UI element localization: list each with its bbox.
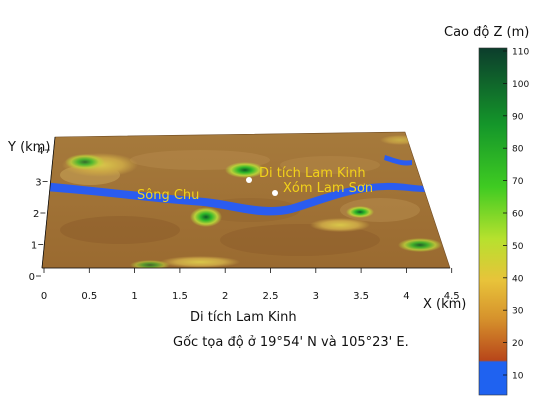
- caption-origin: Gốc tọa độ ở 19°54' N và 105°23' E.: [173, 335, 409, 350]
- y-axis-label: Y (km): [7, 140, 50, 155]
- x-tick-label: 0: [41, 291, 47, 302]
- colorbar-tick-label: 100: [512, 80, 529, 90]
- x-tick-label: 2.5: [263, 291, 279, 302]
- x-tick-label: 2: [222, 291, 228, 302]
- colorbar-tick-label: 80: [512, 145, 524, 155]
- x-tick-label: 4.5: [444, 291, 460, 302]
- x-tick-label: 3: [313, 291, 319, 302]
- colorbar-tick-label: 60: [512, 210, 524, 220]
- x-tick-label: 1.5: [172, 291, 188, 302]
- y-tick-label: 4: [37, 146, 43, 157]
- y-tick-label: 1: [31, 241, 37, 252]
- x-tick-label: 1: [131, 291, 137, 302]
- y-tick-label: 2: [33, 209, 39, 220]
- y-axis-ticks: 0 1 2 3 4: [29, 146, 50, 283]
- colorbar-tick-label: 90: [512, 112, 524, 122]
- colorbar-title: Cao độ Z (m): [444, 25, 529, 40]
- colorbar-tick-label: 70: [512, 177, 524, 187]
- y-tick-label: 0: [29, 272, 35, 283]
- colorbar-tick-label: 40: [512, 274, 524, 284]
- colorbar-tick-label: 20: [512, 339, 524, 349]
- colorbar-scale: [478, 47, 508, 396]
- x-axis-ticks: 0 0.5 1 1.5 2 2.5 3 3.5 4 4.5: [41, 268, 460, 302]
- x-tick-label: 4: [403, 291, 409, 302]
- colorbar-tick-label: 30: [512, 307, 524, 317]
- village-marker: [272, 190, 278, 196]
- river: [42, 182, 440, 216]
- x-tick-label: 3.5: [353, 291, 369, 302]
- label-site: Di tích Lam Kinh: [259, 166, 366, 181]
- axes: [41, 136, 450, 269]
- colorbar-tick-label: 50: [512, 242, 524, 252]
- colorbar-tick-label: 10: [512, 372, 524, 382]
- colorbar: Cao độ Z (m) 10 20 30 40 50 60 70 80 90 100 110: [444, 25, 529, 396]
- colorbar-tick-label: 110: [512, 48, 529, 58]
- site-marker: [246, 177, 252, 183]
- y-tick-label: 3: [35, 178, 41, 189]
- caption-title: Di tích Lam Kinh: [190, 310, 297, 325]
- terrain-surface: [41, 131, 451, 269]
- x-tick-label: 0.5: [81, 291, 97, 302]
- label-river: Sông Chu: [137, 188, 199, 203]
- label-village: Xóm Lam Sơn: [283, 181, 373, 196]
- x-axis-label: X (km): [423, 297, 466, 312]
